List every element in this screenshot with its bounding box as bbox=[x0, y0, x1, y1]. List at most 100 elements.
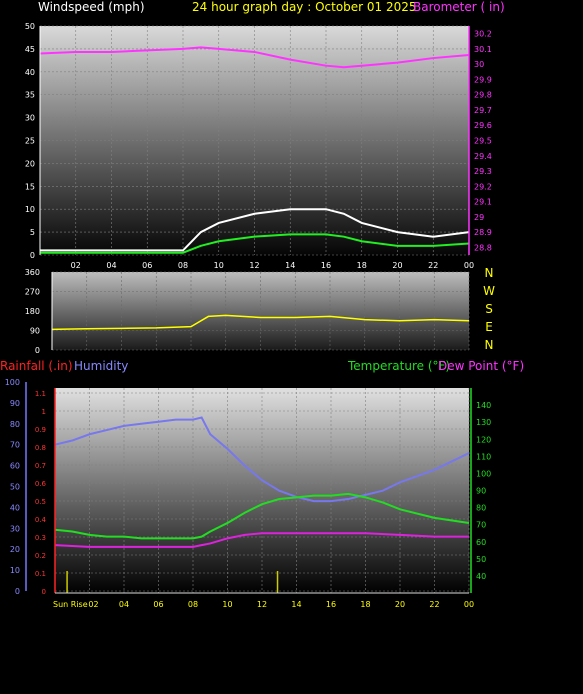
legend-rainfall: Rainfall (.in) bbox=[0, 359, 73, 373]
series-line-0 bbox=[39, 46, 470, 69]
direction-tick-label: 270 bbox=[25, 288, 40, 297]
temperature-tick-label: 120 bbox=[476, 435, 491, 444]
humidity-line bbox=[54, 416, 470, 503]
plot-area-humidity-temp bbox=[55, 388, 469, 593]
rainfall-tick-label: 0.2 bbox=[35, 552, 46, 560]
humidity-tick-label: 90 bbox=[10, 399, 20, 408]
humidity-tick-label: 20 bbox=[10, 545, 20, 554]
rainfall-tick-label: 0.6 bbox=[35, 480, 47, 488]
x-tick-label: 12 bbox=[257, 600, 267, 609]
temperature-tick-label: 100 bbox=[476, 469, 491, 478]
rainfall-tick-label: 1.1 bbox=[35, 390, 46, 398]
barometer-tick-label: 29.7 bbox=[474, 106, 492, 115]
sunrise-label: Sun Rise bbox=[53, 600, 88, 609]
temperature-tick-label: 60 bbox=[476, 538, 486, 547]
barometer-tick-label: 29.3 bbox=[474, 167, 492, 176]
temperature-tick-label: 40 bbox=[476, 572, 486, 581]
barometer-tick-label: 29.4 bbox=[474, 152, 492, 161]
x-tick-label: 22 bbox=[429, 600, 439, 609]
windspeed-tick-label: 10 bbox=[25, 205, 35, 214]
barometer-tick-label: 29 bbox=[474, 213, 484, 222]
temperature-tick-label: 80 bbox=[476, 504, 486, 513]
barometer-tick-label: 29.5 bbox=[474, 137, 492, 146]
p3-x-axis: Sun Rise 02 04 06 08 10 12 14 16 18 20 22 00 bbox=[53, 592, 474, 609]
rainfall-tick-label: 0.8 bbox=[35, 444, 46, 452]
rainfall-tick-label: 0.7 bbox=[35, 462, 46, 470]
humidity-tick-label: 50 bbox=[10, 483, 20, 492]
x-tick-label: 06 bbox=[142, 261, 152, 270]
p1-grid bbox=[40, 25, 470, 256]
humidity-axis: 0 10 20 30 40 50 60 70 80 90 100 bbox=[5, 378, 27, 596]
chart-title: 24 hour graph day : October 01 2025 bbox=[192, 0, 417, 14]
barometer-tick-label: 30.1 bbox=[474, 45, 492, 54]
barometer-tick-label: 29.8 bbox=[474, 91, 492, 100]
p1-series bbox=[39, 46, 470, 254]
barometer-tick-label: 29.2 bbox=[474, 182, 492, 191]
windspeed-tick-label: 20 bbox=[25, 159, 35, 168]
legend-humidity: Humidity bbox=[74, 359, 128, 373]
p3-series bbox=[54, 416, 470, 593]
p2-grid bbox=[52, 271, 470, 351]
direction-line-0 bbox=[51, 314, 470, 331]
rainfall-tick-label: 1 bbox=[42, 408, 46, 416]
x-tick-label: 16 bbox=[326, 600, 336, 609]
x-tick-label: 02 bbox=[88, 600, 98, 609]
compass-label: S bbox=[485, 302, 493, 316]
p2-series bbox=[51, 314, 470, 331]
temperature-tick-label: 140 bbox=[476, 401, 491, 410]
windspeed-tick-label: 35 bbox=[25, 91, 35, 100]
temperature-axis: 40 50 60 70 80 90 100 110 120 130 140 bbox=[470, 388, 491, 593]
legend-temperature: Temperature (°F) bbox=[347, 359, 450, 373]
direction-tick-label: 180 bbox=[25, 307, 40, 316]
temperature-line bbox=[54, 492, 470, 540]
windspeed-tick-label: 45 bbox=[25, 45, 35, 54]
direction-tick-label: 90 bbox=[30, 327, 40, 336]
x-tick-label: 12 bbox=[249, 261, 259, 270]
series-line-1 bbox=[40, 208, 470, 252]
compass-label: E bbox=[485, 320, 493, 334]
x-tick-label: 02 bbox=[71, 261, 81, 270]
x-tick-label: 16 bbox=[321, 261, 331, 270]
x-tick-label: 18 bbox=[357, 261, 367, 270]
barometer-tick-label: 29.1 bbox=[474, 198, 492, 207]
series-line-2 bbox=[40, 233, 470, 254]
humidity-tick-label: 80 bbox=[10, 420, 20, 429]
humidity-tick-label: 100 bbox=[5, 378, 20, 387]
temperature-tick-label: 50 bbox=[476, 555, 486, 564]
barometer-tick-label: 28.8 bbox=[474, 243, 492, 252]
x-tick-label: 22 bbox=[428, 261, 438, 270]
humidity-tick-label: 30 bbox=[10, 524, 20, 533]
barometer-tick-label: 29.6 bbox=[474, 121, 492, 130]
humidity-tick-label: 60 bbox=[10, 462, 20, 471]
barometer-tick-label: 28.9 bbox=[474, 228, 492, 237]
x-tick-label: 20 bbox=[395, 600, 405, 609]
windspeed-tick-label: 40 bbox=[25, 68, 35, 77]
windspeed-tick-label: 50 bbox=[25, 22, 35, 31]
windspeed-tick-label: 30 bbox=[25, 114, 35, 123]
windspeed-tick-label: 25 bbox=[25, 137, 35, 146]
direction-tick-label: 360 bbox=[25, 268, 40, 277]
barometer-tick-label: 29.9 bbox=[474, 75, 492, 84]
temperature-tick-label: 110 bbox=[476, 452, 491, 461]
temperature-tick-label: 130 bbox=[476, 418, 491, 427]
x-tick-label: 08 bbox=[188, 600, 198, 609]
rainfall-tick-label: 0 bbox=[42, 588, 46, 596]
x-tick-label: 00 bbox=[464, 261, 474, 270]
x-tick-label: 20 bbox=[392, 261, 402, 270]
barometer-label: Barometer ( in) bbox=[413, 0, 505, 14]
rainfall-tick-label: 0.4 bbox=[35, 516, 47, 524]
barometer-axis: 28.8 28.9 29 29.1 29.2 29.3 29.4 29.5 29.6 29.7 29… bbox=[468, 26, 492, 255]
x-tick-label: 14 bbox=[285, 261, 295, 270]
humidity-tick-label: 0 bbox=[15, 587, 20, 596]
temperature-tick-label: 70 bbox=[476, 521, 486, 530]
x-tick-label: 10 bbox=[214, 261, 224, 270]
x-tick-label: 18 bbox=[360, 600, 370, 609]
rainfall-tick-label: 0.9 bbox=[35, 426, 46, 434]
compass-label: N bbox=[485, 266, 494, 280]
humidity-tick-label: 40 bbox=[10, 503, 20, 512]
x-tick-label: 14 bbox=[291, 600, 301, 609]
temperature-tick-label: 90 bbox=[476, 487, 486, 496]
humidity-tick-label: 10 bbox=[10, 566, 20, 575]
